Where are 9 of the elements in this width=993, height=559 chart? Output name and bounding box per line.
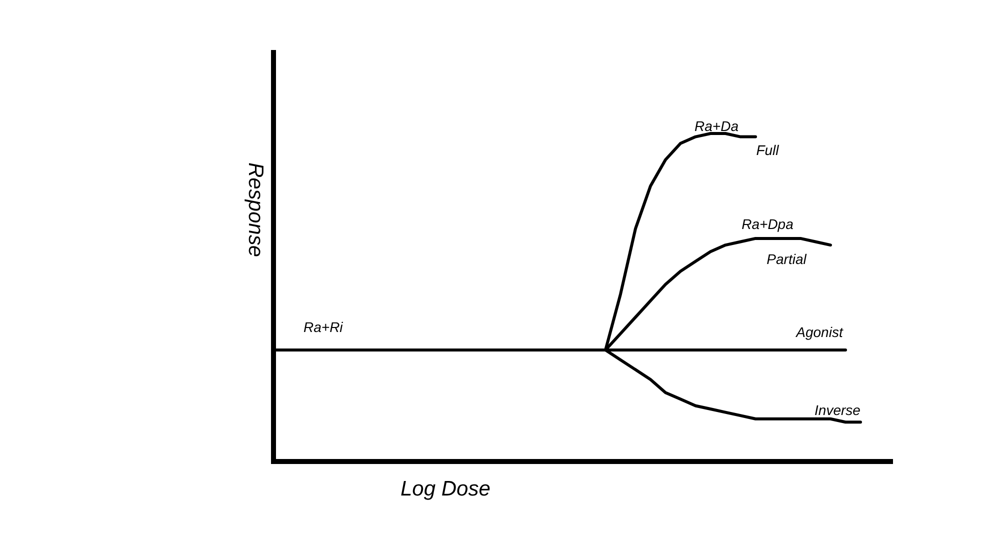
annotation: Ra+Dpa [742,216,794,232]
annotation: Ra+Da [694,118,739,134]
annotation: Agonist [795,324,844,340]
x-axis-title: Log Dose [400,478,490,500]
y-axis-title: Response [244,162,267,257]
series-label: Ra+Ri [303,318,344,335]
series-label: Partial [766,251,808,268]
series-label: Inverse [814,402,861,418]
series-label: Full [756,142,780,158]
